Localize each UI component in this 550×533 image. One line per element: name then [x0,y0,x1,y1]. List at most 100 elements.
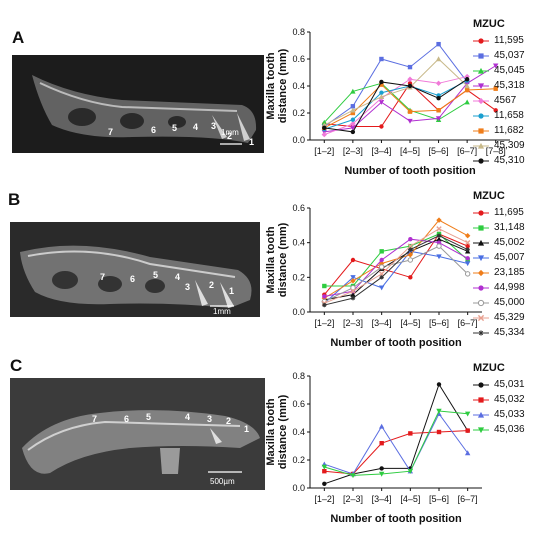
legend-swatch [473,82,489,89]
x-tick-label: [2–3] [343,494,363,504]
legend-swatch [473,396,489,403]
sem-number: 2 [227,131,232,141]
data-point [407,257,414,263]
data-point [408,275,413,280]
sem-number: 3 [211,121,216,131]
sem-number: 6 [124,414,129,424]
data-point [379,275,384,280]
legend-swatch [473,52,489,59]
panel-b-specimen-illustration: 7 6 5 4 3 2 1 1mm [20,245,252,316]
series-45,334 [322,233,470,308]
data-point [378,100,385,105]
x-tick-label: [6–7] [458,494,478,504]
series-line [324,219,468,299]
x-tick-label: [6–7] [458,318,478,328]
data-point [464,233,471,239]
data-point [378,94,385,99]
y-axis-label: Maxilla toothdistance (mm) [265,48,289,123]
legend-swatch [473,112,489,119]
data-point [465,428,470,433]
x-tick-label: [3–4] [371,146,391,156]
legend-label: 45,309 [494,140,525,151]
legend-label: 45,032 [494,394,525,405]
legend-swatch [473,67,489,74]
panel-c-chart: 0.0 0.2 0.4 0.6 0.8 [1–2] [2–3] [3–4] [4–5] [5–6]… [262,366,492,528]
series-45,031 [322,382,470,486]
chart-b-svg: 0.0 0.2 0.4 0.6 [1–2] [2–3] [3–4] [4–5] [5–6] [6–… [265,203,482,349]
data-point [350,104,356,109]
sem-number: 1 [249,137,254,147]
data-point [350,275,356,281]
y-tick-label: 0.0 [292,135,305,145]
legend-item: 11,695 [473,205,525,220]
data-point [350,473,356,479]
legend-label: 45,329 [494,312,525,323]
data-point [493,108,498,113]
sem-number: 6 [130,274,135,284]
data-point [379,124,384,129]
legend-swatch [473,284,489,291]
y-axis-label: Maxilla toothdistance (mm) [265,222,289,297]
data-point [407,64,413,70]
y-tick-label: 0.4 [292,427,305,437]
series-line [324,228,468,304]
sem-number: 4 [185,412,190,422]
legend-label: 11,658 [494,110,524,121]
data-point [436,226,442,232]
panel-b-chart: 0.0 0.2 0.4 0.6 [1–2] [2–3] [3–4] [4–5] [5–6] [6–… [262,196,492,358]
y-tick-label: 0.6 [292,399,305,409]
legend-item: 11,682 [473,123,525,138]
legend-title: MZUC [473,190,505,202]
series-line [324,412,469,475]
panel-a-legend: MZUC 11,595 45,037 45,045 45,318 4567 11,658 1… [473,18,525,168]
legend-label: 31,148 [494,222,525,233]
data-point [350,117,356,122]
legend-swatch [473,411,489,418]
legend-label: 11,695 [494,207,524,218]
sem-number: 5 [146,412,151,422]
legend-label: 45,036 [494,424,525,435]
series-45,032 [322,428,470,477]
data-point [407,109,413,114]
y-tick-label: 0.8 [292,27,305,37]
legend-label: 45,310 [494,155,525,166]
data-point [379,90,384,95]
legend-label: 4567 [494,95,517,106]
data-point [464,411,471,417]
data-point [407,76,413,82]
data-point [436,233,442,238]
data-point [350,257,356,263]
y-tick-label: 0.0 [292,483,305,493]
data-point [465,243,470,249]
y-tick-label: 0.6 [292,203,305,213]
panel-a-label: A [12,28,25,47]
legend-item: 44,998 [473,280,525,295]
legend-swatch [473,269,489,276]
chart-a-svg: 0.0 0.2 0.4 0.6 0.8 [1–2] [2–3] [3–4] [4–5] [5–6]… [265,27,510,177]
x-tick-label: [4–5] [400,146,420,156]
data-point [322,125,327,131]
legend-swatch [473,426,489,433]
series-line [323,233,468,295]
data-point [379,441,384,446]
x-tick-label: [7–8] [486,146,506,156]
series-line [323,82,468,123]
sem-number: 4 [193,122,198,132]
data-point [350,288,356,294]
data-point [379,257,384,263]
data-point [322,283,327,289]
data-point [350,88,356,94]
legend-label: 45,037 [494,50,525,61]
data-point [436,108,441,113]
data-point [350,107,356,113]
series-line [323,250,468,304]
data-point [464,261,471,267]
legend-item: 45,045 [473,63,525,78]
scale-bar-label: 1mm [221,128,239,137]
series-line [324,235,468,306]
panel-b-legend: MZUC 11,695 31,148 45,002 45,007 23,185 44,99… [473,190,525,340]
legend-item: 11,595 [473,33,525,48]
legend-item: 11,658 [473,108,525,123]
data-point [436,236,442,242]
y-tick-label: 0.6 [292,54,305,64]
